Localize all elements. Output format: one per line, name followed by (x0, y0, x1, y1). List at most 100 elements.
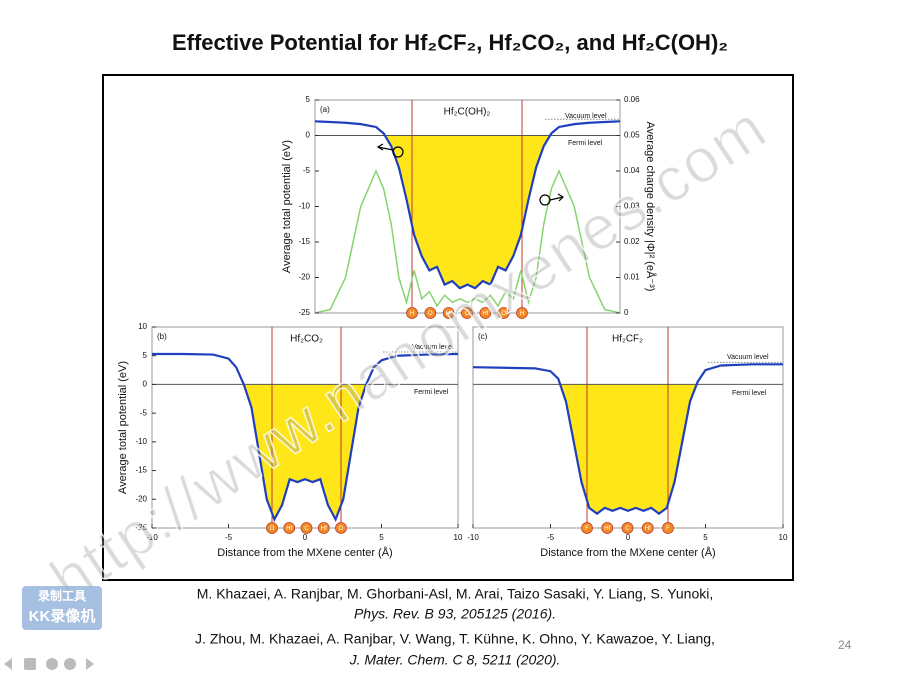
atom-marker (300, 522, 313, 534)
atom-marker (662, 522, 674, 534)
y-tick-label: -25 (135, 523, 147, 532)
panel-label: (b) (157, 332, 167, 341)
panel: Vacuum level Fermi level -25 -20 -15 -10 -5 0 5 0… (281, 95, 657, 319)
plots: Vacuum level Fermi level -25 -20 -15 -10 -5 0 5 0… (117, 95, 788, 559)
fermi-label: Fermi level (568, 140, 603, 147)
y-tick-label: -25 (298, 308, 310, 317)
x-tick-label: -5 (225, 533, 233, 542)
menu-button[interactable] (46, 658, 58, 670)
atom-label: F (666, 526, 670, 532)
x-axis-label: Distance from the MXene center (Å) (217, 546, 392, 559)
x-tick-label: 10 (779, 533, 788, 542)
y-tick-label: -10 (298, 202, 310, 211)
atom-label: H (410, 311, 414, 317)
reference-authors: J. Zhou, M. Khazaei, A. Ranjbar, V. Wang… (195, 631, 715, 647)
atom-label: H (520, 311, 524, 317)
reference-authors: M. Khazaei, A. Ranjbar, M. Ghorbani-Asl,… (197, 586, 713, 602)
pen-button[interactable] (24, 658, 36, 670)
atom-label: F (585, 526, 589, 532)
panel: Vacuum level Fermi level -10 -5 0 5 10 (c) Hf₂CF… (467, 326, 788, 559)
y2-tick-label: 0.02 (624, 237, 640, 246)
potential-line (152, 352, 459, 523)
recorder-logo: 录制工具 KK录像机 (22, 586, 102, 630)
atom-marker (283, 522, 296, 534)
atom-label: C (465, 311, 470, 317)
atom-marker (479, 307, 492, 319)
y2-tick-label: 0.04 (624, 166, 640, 175)
y-tick-label: -20 (135, 494, 147, 503)
atom-label: C (625, 526, 630, 532)
x-tick-label: -10 (146, 533, 158, 542)
atom-marker (406, 307, 418, 319)
fermi-label: Fermi level (414, 389, 449, 396)
x-tick-label: -10 (467, 533, 479, 542)
vacuum-label: Vacuum level (565, 113, 607, 120)
panel-label: (c) (478, 332, 488, 341)
toolbar[interactable] (4, 658, 94, 670)
panel-title: Hf₂CF₂ (612, 334, 643, 345)
atom-label: O (270, 526, 275, 532)
atom-marker (335, 522, 347, 534)
y2-tick-label: 0.05 (624, 131, 640, 140)
panel-title: Hf₂CO₂ (290, 334, 323, 345)
menu-button[interactable] (64, 658, 76, 670)
atom-marker (442, 307, 455, 319)
y-tick-label: -20 (298, 273, 310, 282)
y-tick-label: 10 (138, 322, 147, 331)
occupied-fill (473, 384, 783, 514)
y2-tick-label: 0.06 (624, 95, 640, 104)
atom-label: Hf (286, 526, 292, 532)
logo-line: 录制工具 (38, 588, 86, 603)
potential-line (314, 120, 621, 290)
x-axis-label: Distance from the MXene center (Å) (540, 546, 715, 559)
density-line (314, 169, 621, 314)
x-tick-label: 0 (626, 533, 631, 542)
occupied-fill (315, 135, 620, 289)
y2-tick-label: 0.03 (624, 202, 640, 211)
atom-marker (266, 522, 278, 534)
panel-title: Hf₂C(OH)₂ (444, 107, 491, 118)
y-tick-label: -15 (298, 237, 310, 246)
reference-journal: J. Mater. Chem. C 8, 5211 (2020). (349, 652, 561, 668)
panel-label: (a) (320, 105, 330, 114)
x-tick-label: -5 (547, 533, 555, 542)
atom-marker (424, 307, 437, 319)
panel: Vacuum level Fermi level -25 -20 -15 -10 -5 0 5 1… (117, 322, 463, 559)
atom-marker (601, 522, 614, 534)
atom-marker (621, 522, 634, 534)
prev-button[interactable] (4, 658, 12, 670)
atom-marker (317, 522, 330, 534)
y-tick-label: -5 (140, 408, 148, 417)
reference-journal: Phys. Rev. B 93, 205125 (2016). (354, 606, 556, 622)
y-tick-label: 5 (306, 95, 311, 104)
logo-line: KK录像机 (29, 607, 96, 625)
page-number: 24 (838, 638, 852, 652)
atom-label: Hf (604, 526, 610, 532)
vacuum-label: Vacuum level (727, 354, 769, 361)
atom-marker (461, 307, 473, 319)
fermi-label: Fermi level (732, 390, 767, 397)
atom-label: Hf (321, 526, 327, 532)
x-tick-label: 5 (379, 533, 384, 542)
atom-label: C (304, 526, 309, 532)
atom-label: Hf (482, 311, 488, 317)
atom-label: O (339, 526, 344, 532)
atom-marker (581, 522, 593, 534)
y2-tick-label: 0.01 (624, 273, 640, 282)
slide-title: Effective Potential for Hf₂CF₂, Hf₂CO₂, … (172, 30, 728, 55)
next-button[interactable] (86, 658, 94, 670)
atom-label: O (428, 311, 433, 317)
y-tick-label: -15 (135, 466, 147, 475)
occupied-fill (152, 384, 458, 520)
x-tick-label: 5 (703, 533, 708, 542)
x-tick-label: 10 (454, 533, 463, 542)
y-tick-label: 0 (143, 380, 148, 389)
arrow-annotations (376, 143, 564, 206)
y-tick-label: 0 (306, 131, 311, 140)
atom-marker (497, 307, 510, 319)
y-tick-label: -5 (303, 166, 311, 175)
potential-line (472, 363, 783, 516)
y2-axis-label: Average charge density |Φ|² (eÅ⁻³) (644, 122, 657, 292)
atom-label: O (501, 311, 506, 317)
